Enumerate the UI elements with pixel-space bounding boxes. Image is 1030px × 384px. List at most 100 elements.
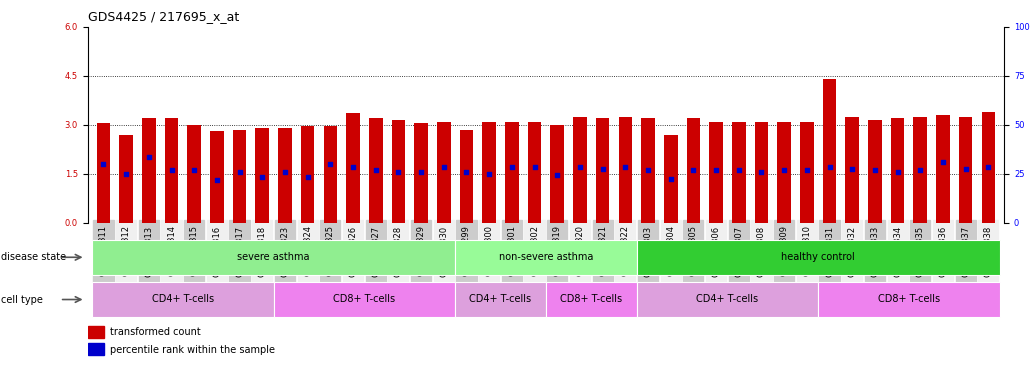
Bar bbox=[710, 121, 723, 223]
Text: CD4+ T-cells: CD4+ T-cells bbox=[151, 294, 214, 304]
Bar bbox=[868, 120, 882, 223]
Bar bbox=[732, 121, 746, 223]
Point bbox=[300, 174, 316, 180]
Point bbox=[730, 167, 747, 174]
Bar bbox=[414, 123, 427, 223]
Point bbox=[458, 169, 475, 175]
Bar bbox=[936, 115, 950, 223]
Bar bbox=[637, 282, 818, 317]
Point bbox=[958, 166, 974, 172]
Point bbox=[685, 167, 701, 174]
Point bbox=[481, 170, 497, 177]
Bar bbox=[88, 343, 104, 356]
Point bbox=[504, 164, 520, 170]
Bar bbox=[982, 112, 995, 223]
Bar bbox=[119, 135, 133, 223]
Point bbox=[617, 164, 633, 170]
Text: transformed count: transformed count bbox=[110, 327, 201, 337]
Bar bbox=[618, 117, 632, 223]
Point bbox=[594, 166, 611, 172]
Point bbox=[322, 161, 339, 167]
Bar bbox=[573, 117, 587, 223]
Point bbox=[368, 167, 384, 174]
Bar bbox=[455, 282, 546, 317]
Bar bbox=[664, 135, 678, 223]
Point bbox=[981, 164, 997, 170]
Point bbox=[662, 175, 679, 182]
Point bbox=[572, 164, 588, 170]
Text: non-severe asthma: non-severe asthma bbox=[499, 252, 593, 262]
Point bbox=[95, 161, 111, 167]
Text: cell type: cell type bbox=[1, 295, 43, 305]
Point bbox=[117, 170, 134, 177]
Text: severe asthma: severe asthma bbox=[237, 252, 310, 262]
Point bbox=[935, 159, 952, 166]
Bar bbox=[92, 240, 455, 275]
Bar bbox=[301, 126, 314, 223]
Bar bbox=[88, 326, 104, 338]
Point bbox=[254, 174, 271, 180]
Point bbox=[912, 167, 928, 174]
Bar bbox=[914, 117, 927, 223]
Bar bbox=[455, 240, 637, 275]
Bar bbox=[550, 125, 564, 223]
Bar bbox=[687, 118, 700, 223]
Bar bbox=[505, 121, 519, 223]
Bar bbox=[323, 126, 337, 223]
Text: CD4+ T-cells: CD4+ T-cells bbox=[696, 294, 758, 304]
Bar bbox=[959, 117, 972, 223]
Text: healthy control: healthy control bbox=[782, 252, 855, 262]
Point bbox=[866, 167, 883, 174]
Bar bbox=[800, 121, 814, 223]
Bar bbox=[233, 130, 246, 223]
Bar bbox=[391, 120, 405, 223]
Bar bbox=[527, 121, 542, 223]
Bar bbox=[846, 117, 859, 223]
Point bbox=[844, 166, 860, 172]
Bar bbox=[187, 125, 201, 223]
Bar bbox=[755, 121, 768, 223]
Bar bbox=[92, 282, 274, 317]
Bar bbox=[165, 118, 178, 223]
Point bbox=[345, 164, 362, 170]
Text: CD4+ T-cells: CD4+ T-cells bbox=[470, 294, 531, 304]
Point bbox=[277, 169, 294, 175]
Point bbox=[164, 167, 180, 174]
Point bbox=[140, 154, 157, 161]
Bar bbox=[437, 121, 450, 223]
Bar bbox=[818, 282, 1000, 317]
Bar bbox=[346, 113, 359, 223]
Point bbox=[209, 177, 226, 184]
Bar bbox=[823, 79, 836, 223]
Text: CD8+ T-cells: CD8+ T-cells bbox=[334, 294, 396, 304]
Bar bbox=[369, 118, 382, 223]
Bar bbox=[482, 121, 496, 223]
Text: percentile rank within the sample: percentile rank within the sample bbox=[110, 344, 275, 354]
Bar bbox=[210, 131, 224, 223]
Point bbox=[798, 167, 815, 174]
Point bbox=[186, 167, 203, 174]
Bar bbox=[255, 128, 269, 223]
Bar bbox=[637, 240, 1000, 275]
Point bbox=[776, 167, 792, 174]
Text: GDS4425 / 217695_x_at: GDS4425 / 217695_x_at bbox=[88, 10, 239, 23]
Text: disease state: disease state bbox=[1, 252, 66, 262]
Point bbox=[390, 169, 407, 175]
Point bbox=[889, 169, 905, 175]
Bar bbox=[278, 128, 291, 223]
Bar bbox=[97, 123, 110, 223]
Text: CD8+ T-cells: CD8+ T-cells bbox=[878, 294, 940, 304]
Bar bbox=[642, 118, 655, 223]
Point bbox=[821, 164, 837, 170]
Bar bbox=[274, 282, 455, 317]
Bar bbox=[142, 118, 156, 223]
Point bbox=[436, 164, 452, 170]
Bar bbox=[459, 130, 474, 223]
Point bbox=[549, 172, 565, 179]
Point bbox=[640, 167, 656, 174]
Point bbox=[708, 167, 724, 174]
Bar bbox=[891, 118, 904, 223]
Bar bbox=[778, 121, 791, 223]
Point bbox=[413, 169, 430, 175]
Text: CD8+ T-cells: CD8+ T-cells bbox=[560, 294, 622, 304]
